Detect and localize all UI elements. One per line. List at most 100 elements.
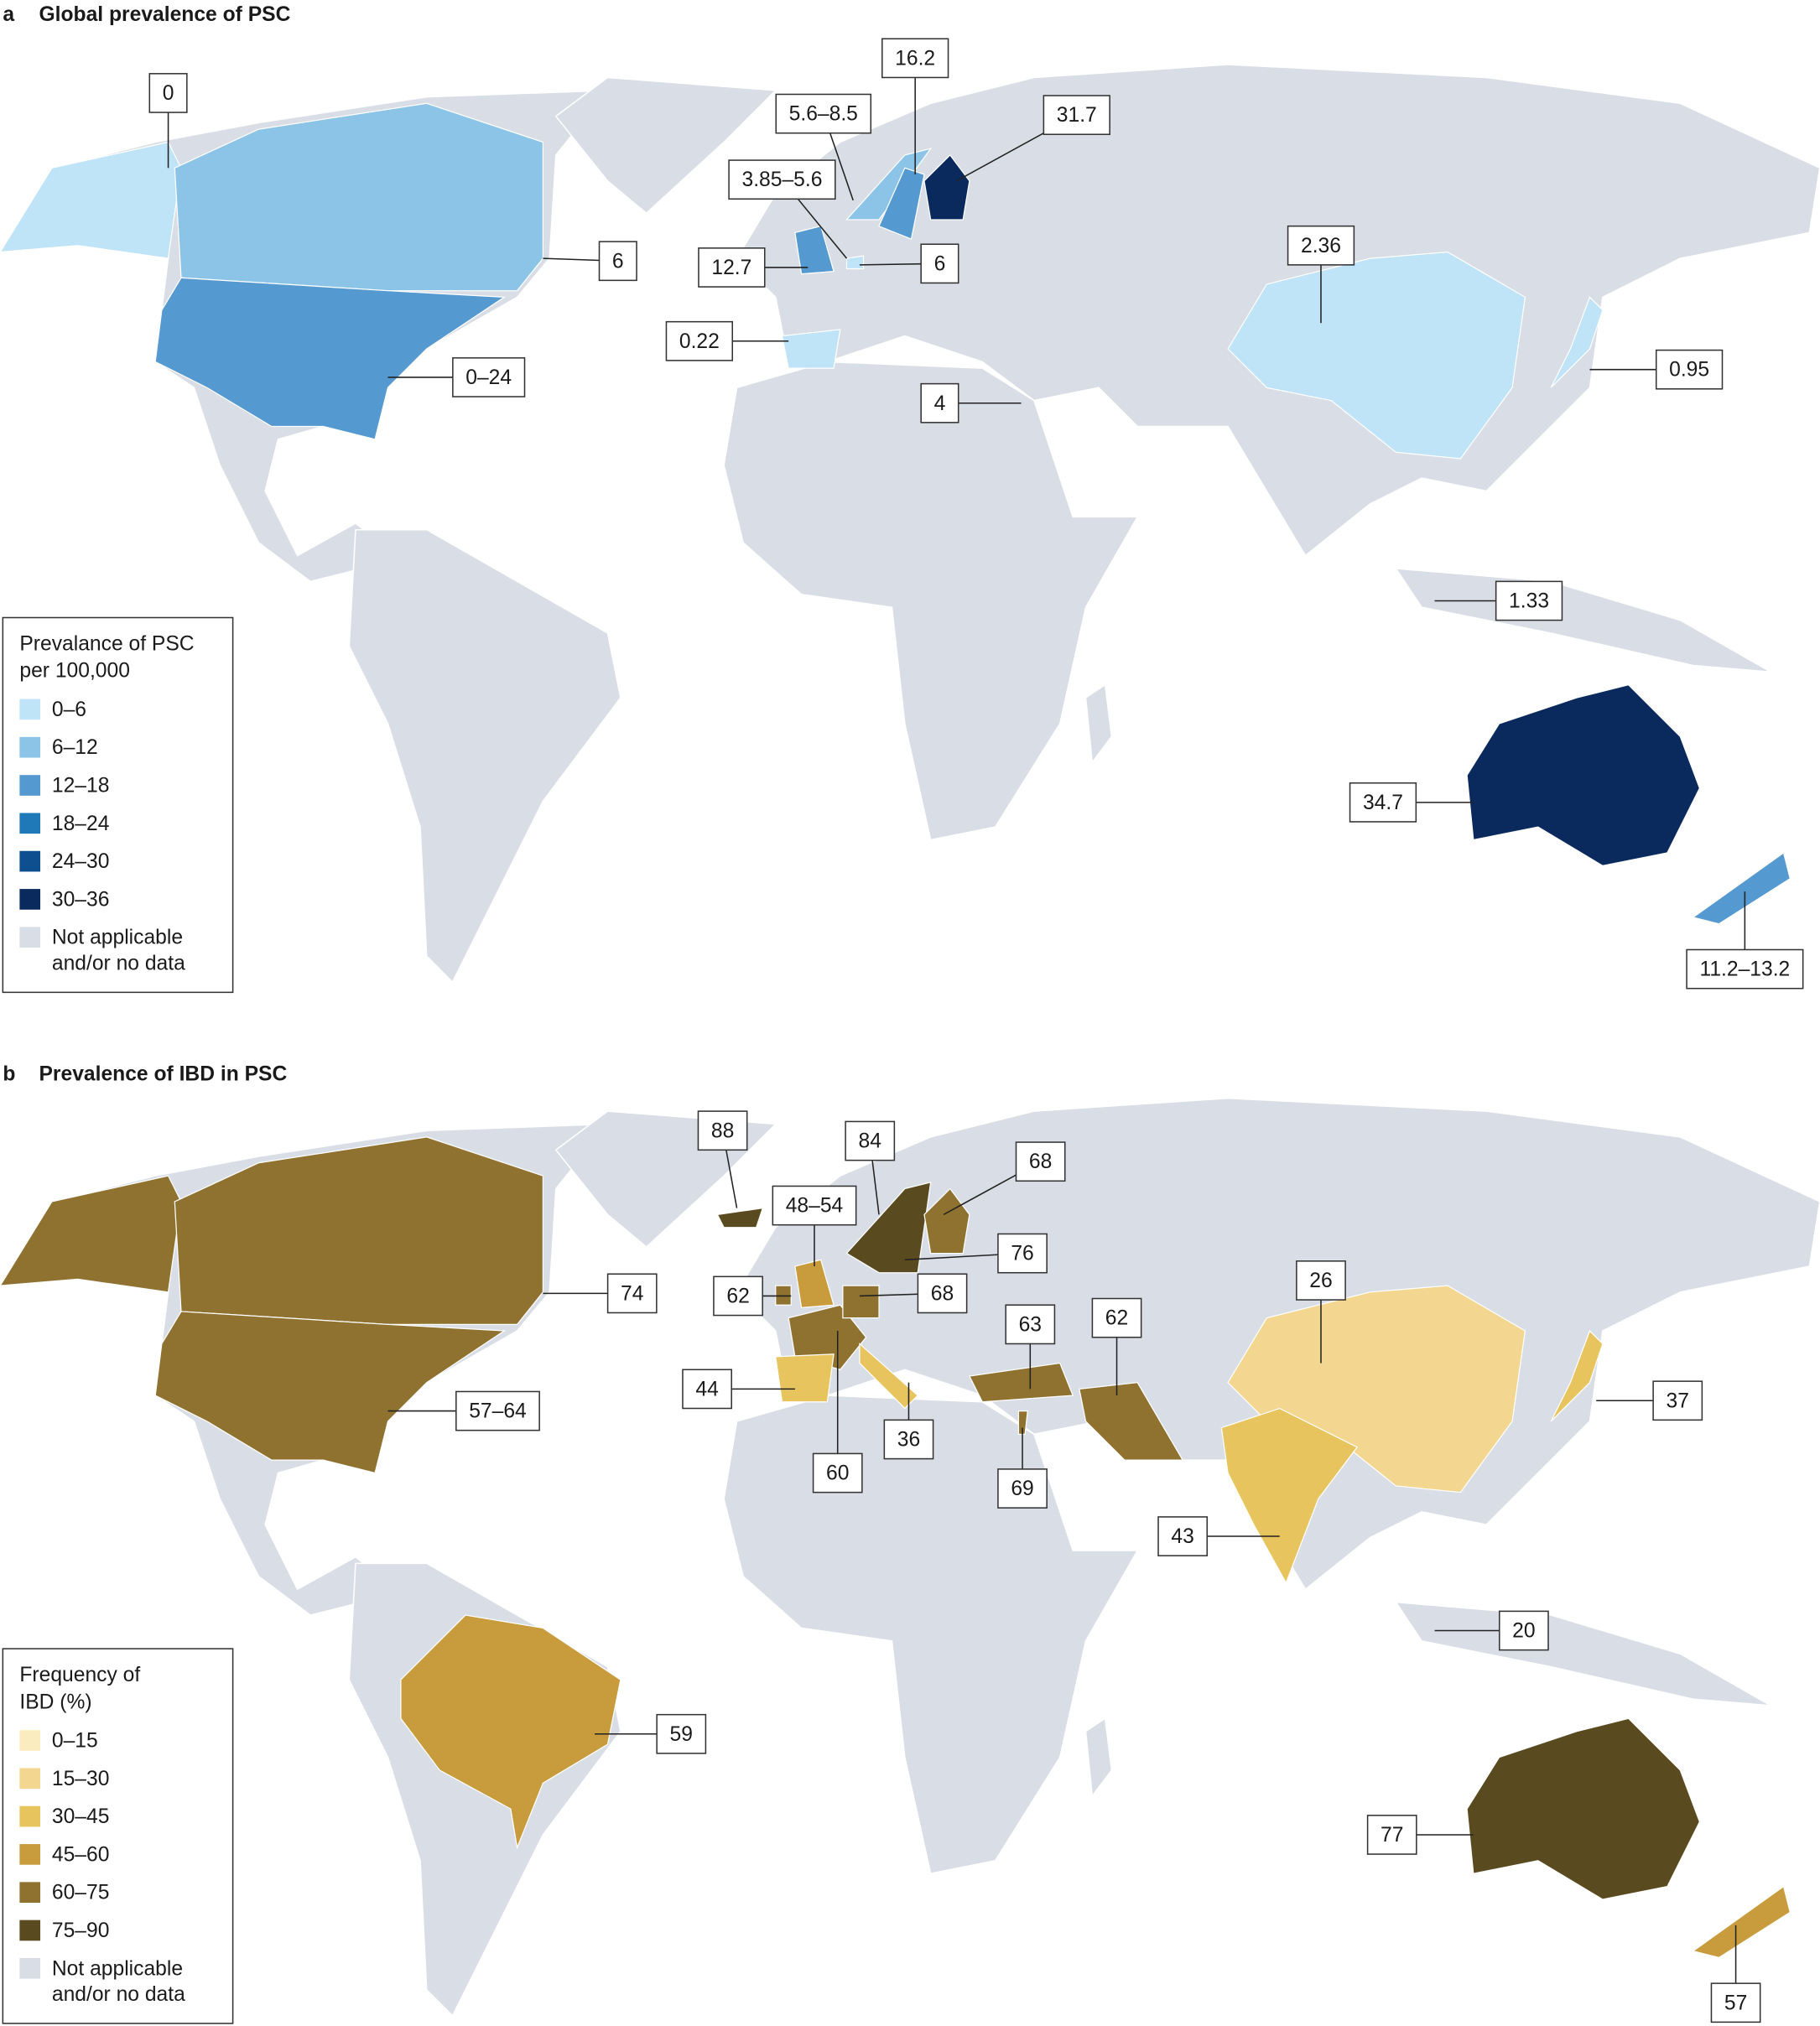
callout-label: 36 [897,1429,920,1452]
panel-title: Prevalence of IBD in PSC [39,1062,287,1085]
callout-label: 16.2 [895,47,935,70]
callout-label: 0.22 [679,330,720,353]
callout-label: 0.95 [1669,359,1709,382]
country [923,1187,970,1255]
legend-swatch [19,775,41,796]
legend-swatch [19,1882,41,1904]
country [1466,1717,1701,1900]
callout-box [697,1110,748,1151]
country [781,329,841,369]
legend-label: 24–30 [52,850,110,873]
panel-title: Global prevalence of PSC [39,3,290,26]
land [348,528,621,984]
country [923,153,970,221]
callout-box [1005,1304,1056,1345]
land [723,1395,1139,1875]
legend-swatch [19,736,41,758]
legend-swatch [19,850,41,872]
legend-label: Not applicable [52,927,183,949]
legend-swatch [19,889,41,910]
country [794,1259,835,1308]
callout-label: 62 [1105,1307,1128,1330]
legend-box [2,1648,234,2024]
callout-box [452,357,526,397]
country [845,255,865,270]
map-panel: a Global prevalence of PSC 0 16.2 5.6–8.5 31.… [0,3,1820,994]
legend-label: and/or no data [52,953,185,975]
callout-label: 69 [1011,1478,1033,1500]
callout-label: 0 [163,82,174,105]
callout-label: 57–64 [469,1400,527,1423]
legend-label: Not applicable [52,1957,183,1980]
legend-label: 18–24 [52,813,110,835]
callout-box [148,73,188,113]
callout-label: 12.7 [711,257,751,279]
country [1227,251,1526,460]
callout-box [1157,1516,1209,1556]
country [775,1353,835,1403]
callout-box [665,320,734,361]
callout-box [917,1273,968,1314]
callout-box [1287,225,1355,266]
country [1692,1885,1791,1958]
callout-box [455,1390,540,1431]
country [716,1207,764,1229]
country [0,141,182,259]
callout-box [1043,95,1110,136]
callout-label: 60 [826,1462,849,1485]
country [788,1304,867,1370]
legend-label: 75–90 [52,1920,110,1942]
callout-label: 26 [1309,1270,1332,1292]
callout-box [920,382,959,423]
callout-box [1710,1982,1761,2023]
callout-label: 5.6–8.5 [789,103,858,126]
land [723,361,1139,841]
country [842,1285,880,1319]
legend-box [2,616,234,994]
callout-box [656,1713,707,1754]
legend-label: 45–60 [52,1843,110,1866]
callout-label: 0–24 [465,366,512,389]
callout-box [845,1120,896,1161]
legend-swatch [19,1805,41,1827]
callout-label: 2.36 [1301,235,1341,257]
land [554,76,777,215]
callout-label: 3.85–5.6 [741,169,822,191]
callout-label: 44 [695,1378,718,1400]
callout-label: 11.2–13.2 [1699,958,1790,981]
callout-box [598,241,637,282]
callout-label: 31.7 [1057,104,1097,127]
legend-label: 0–6 [52,699,86,721]
callout-box [682,1369,732,1410]
callout-box [1349,782,1417,823]
legend-label: 30–45 [52,1805,110,1828]
callout-box [728,159,836,200]
callout-label: 76 [1011,1243,1033,1265]
callout-label: 6 [612,250,624,273]
callout-box [1366,1815,1417,1855]
callout-box [775,93,872,134]
callout-box [997,1233,1048,1274]
country [845,1182,932,1274]
legend-label: 12–18 [52,775,110,797]
country [845,148,933,221]
legend-swatch [19,699,41,720]
callout-box [883,1419,934,1460]
callout-box [1495,580,1563,621]
country [1550,1329,1604,1422]
callout-box [920,243,959,284]
callout-label: 57 [1724,1992,1747,2014]
callout-box [1296,1260,1346,1301]
callout-box [606,1273,658,1314]
legend-swatch [19,1730,41,1751]
country [1692,851,1791,925]
callout-label: 6 [934,252,946,275]
callout-label: 48–54 [786,1195,844,1218]
legend-label: 0–15 [52,1730,98,1753]
legend-label: 6–12 [52,736,98,759]
country [1079,1382,1184,1461]
callout-box [698,247,766,288]
land [1394,1601,1771,1707]
land [1394,568,1771,673]
